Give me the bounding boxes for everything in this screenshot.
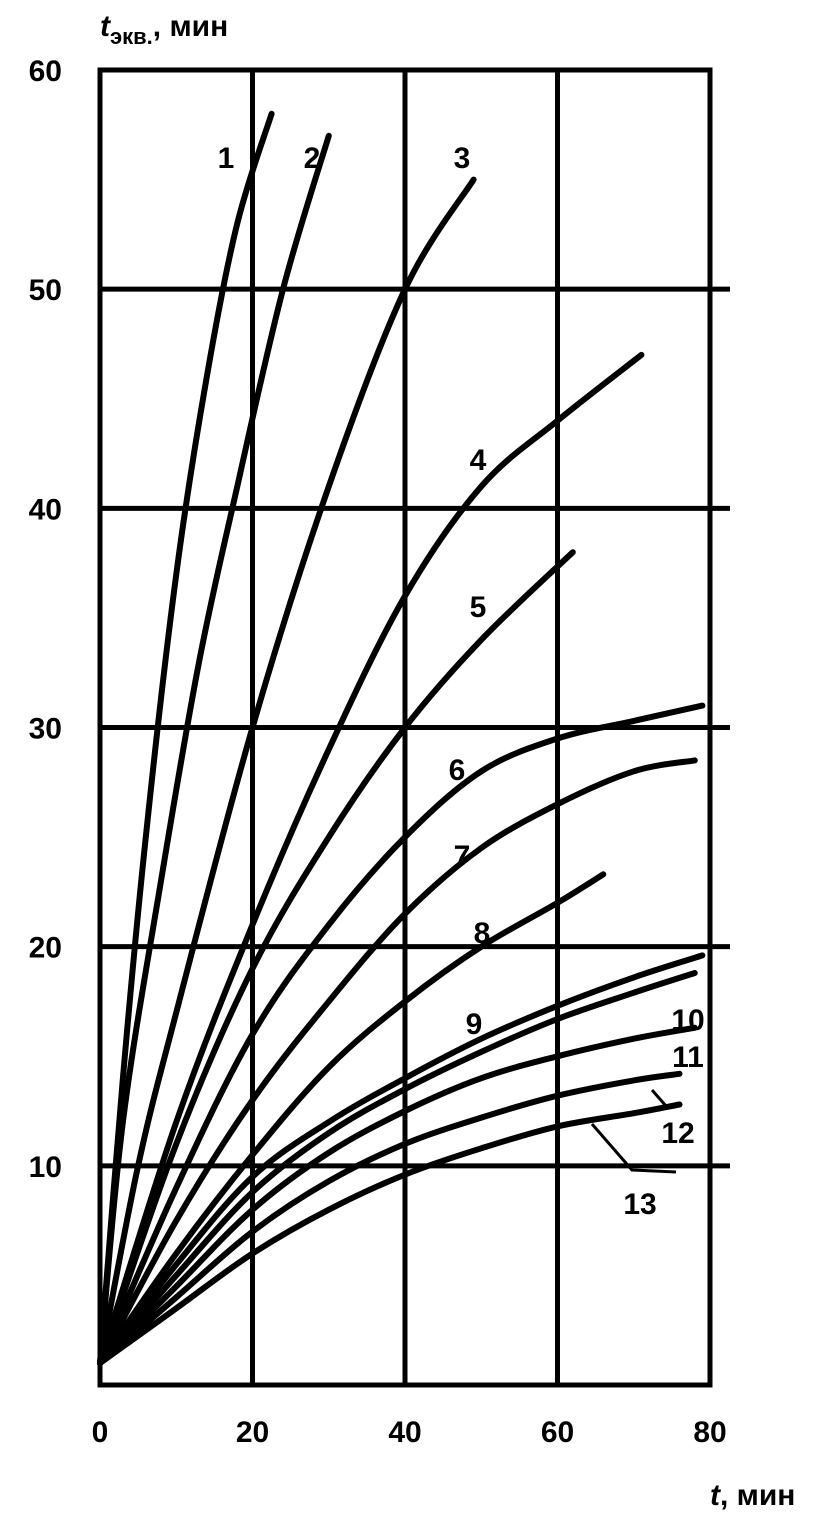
curve-11 xyxy=(97,1024,698,1367)
leader-line-13 xyxy=(590,1123,677,1174)
x-axis-title: t, мин xyxy=(710,1479,795,1512)
y-axis-title: tэкв., мин xyxy=(100,10,228,49)
curve-9 xyxy=(97,952,706,1367)
y-tick-label: 60 xyxy=(29,55,62,88)
curve-label-5: 5 xyxy=(470,591,487,624)
curves xyxy=(97,110,706,1367)
y-tick-label: 20 xyxy=(29,932,62,965)
y-tick-label: 10 xyxy=(29,1151,62,1184)
y-axis-unit: , мин xyxy=(153,10,228,43)
x-tick-labels: 0 20 40 60 80 xyxy=(92,1416,727,1449)
curve-7 xyxy=(97,757,698,1367)
y-axis-subscript: экв. xyxy=(110,24,153,49)
y-tick-label: 40 xyxy=(29,493,62,526)
leader-line-12 xyxy=(650,1089,668,1107)
leader-lines xyxy=(590,1089,677,1174)
x-tick-label: 0 xyxy=(92,1416,109,1449)
curve-label-7: 7 xyxy=(454,840,471,873)
curve-label-8: 8 xyxy=(474,917,491,950)
x-axis-symbol: t xyxy=(710,1479,722,1512)
y-tick-label: 50 xyxy=(29,274,62,307)
y-axis-symbol: t xyxy=(100,10,112,43)
curve-label-6: 6 xyxy=(449,754,466,787)
x-tick-label: 60 xyxy=(541,1416,574,1449)
curve-3 xyxy=(97,176,477,1367)
curve-2 xyxy=(97,132,332,1367)
x-tick-label: 40 xyxy=(388,1416,421,1449)
x-tick-label: 20 xyxy=(236,1416,269,1449)
curve-label-4: 4 xyxy=(470,444,487,477)
curve-label-10: 10 xyxy=(671,1004,704,1037)
curve-13 xyxy=(97,1101,683,1367)
curve-label-11: 11 xyxy=(672,1041,704,1074)
curve-6 xyxy=(97,702,706,1367)
curve-label-12: 12 xyxy=(661,1117,694,1150)
curve-8 xyxy=(97,871,607,1367)
curve-label-2: 2 xyxy=(304,142,321,175)
y-tick-labels: 10 20 30 40 50 60 xyxy=(29,55,62,1184)
curve-label-9: 9 xyxy=(466,1008,483,1041)
curve-1 xyxy=(97,110,275,1367)
curve-12 xyxy=(97,1070,683,1367)
curve-5 xyxy=(97,549,576,1367)
curve-label-13: 13 xyxy=(623,1188,656,1221)
curve-10 xyxy=(97,970,698,1367)
x-axis-unit: , мин xyxy=(720,1479,795,1512)
y-tick-label: 30 xyxy=(29,713,62,746)
x-tick-label: 80 xyxy=(693,1416,726,1449)
curve-label-3: 3 xyxy=(454,142,471,175)
curve-label-1: 1 xyxy=(218,142,235,175)
curve-4 xyxy=(97,351,645,1367)
plot-frame xyxy=(97,67,713,1388)
